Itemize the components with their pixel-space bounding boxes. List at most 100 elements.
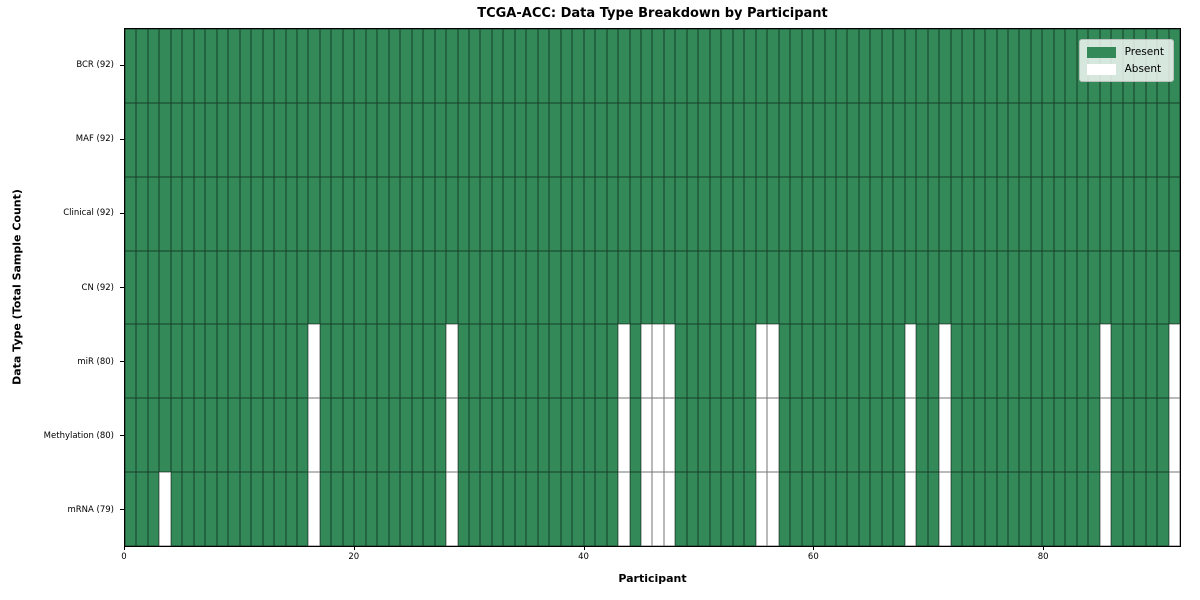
heatmap-cell (549, 29, 561, 103)
heatmap-cell (239, 324, 252, 399)
heatmap-cell (434, 29, 447, 103)
heatmap-cell (308, 29, 320, 103)
heatmap-cell (595, 176, 607, 251)
heatmap-cell (996, 176, 1008, 251)
heatmap-cell (675, 176, 687, 251)
heatmap-cell (251, 250, 263, 325)
heatmap-cell (1157, 176, 1169, 251)
heatmap-cell (354, 324, 366, 399)
heatmap-cell (641, 176, 653, 251)
heatmap-cell (1019, 102, 1031, 177)
heatmap-cell (297, 102, 309, 177)
heatmap-cell (801, 324, 814, 399)
heatmap-cell (365, 250, 378, 325)
heatmap-cell (572, 250, 584, 325)
heatmap-cell (1053, 176, 1066, 251)
heatmap-cell (1099, 250, 1112, 325)
heatmap-cell (526, 176, 538, 251)
heatmap-cell (1053, 472, 1066, 546)
heatmap-cell (858, 324, 871, 399)
heatmap-cell (308, 472, 320, 546)
heatmap-cell (801, 472, 814, 546)
y-tick-label: Clinical (92) (63, 208, 114, 219)
heatmap-cell (1168, 472, 1180, 546)
heatmap-cell (835, 324, 848, 399)
heatmap-cell (262, 176, 275, 251)
heatmap-cell (503, 176, 515, 251)
heatmap-cell (388, 176, 401, 251)
heatmap-cell (996, 324, 1008, 399)
heatmap-cell (824, 176, 836, 251)
heatmap-cell (423, 176, 435, 251)
heatmap-cell (709, 102, 722, 177)
heatmap-cell (205, 176, 217, 251)
heatmap-cell (686, 250, 699, 325)
heatmap-cell (1007, 176, 1020, 251)
heatmap-cell (297, 472, 309, 546)
heatmap-cell (916, 29, 928, 103)
heatmap-cell (835, 472, 848, 546)
heatmap-cell (927, 250, 940, 325)
heatmap-cell (526, 324, 538, 399)
heatmap-cell (526, 398, 538, 473)
heatmap-cell (962, 472, 974, 546)
heatmap-cell (1145, 102, 1158, 177)
heatmap-cell (744, 176, 756, 251)
heatmap-cell (881, 102, 894, 177)
heatmap-cell (446, 472, 458, 546)
heatmap-cell (1007, 398, 1020, 473)
heatmap-cell (469, 398, 481, 473)
heatmap-cell (457, 250, 470, 325)
heatmap-cell (641, 102, 653, 177)
heatmap-cell (239, 102, 252, 177)
heatmap-cell (847, 29, 859, 103)
heatmap-cell (434, 176, 447, 251)
heatmap-cell (663, 398, 676, 473)
heatmap-cell (457, 29, 470, 103)
heatmap-cell (1111, 176, 1123, 251)
heatmap-cell (549, 472, 561, 546)
heatmap-cell (675, 102, 687, 177)
heatmap-cell (962, 398, 974, 473)
heatmap-cell (457, 176, 470, 251)
heatmap-cell (434, 324, 447, 399)
heatmap-cell (125, 176, 137, 251)
heatmap-cell (858, 472, 871, 546)
heatmap-cell (400, 398, 412, 473)
heatmap-cell (1042, 176, 1054, 251)
heatmap-cell (663, 250, 676, 325)
heatmap-cell (365, 472, 378, 546)
heatmap-cell (1042, 398, 1054, 473)
heatmap-cell (1019, 472, 1031, 546)
heatmap-cell (606, 102, 619, 177)
heatmap-cell (927, 102, 940, 177)
heatmap-cell (491, 176, 504, 251)
heatmap-cell (239, 176, 252, 251)
heatmap-cell (537, 472, 550, 546)
heatmap-cell (629, 250, 642, 325)
legend-swatch-absent (1086, 63, 1116, 75)
heatmap-cell (537, 29, 550, 103)
heatmap-cell (170, 176, 183, 251)
heatmap-cell (973, 398, 986, 473)
heatmap-cell (870, 29, 882, 103)
heatmap-cell (996, 398, 1008, 473)
heatmap-cell (377, 472, 389, 546)
heatmap-cell (1007, 250, 1020, 325)
heatmap-cell (342, 398, 355, 473)
heatmap-cell (400, 102, 412, 177)
heatmap-cell (973, 102, 986, 177)
heatmap-cell (147, 29, 160, 103)
heatmap-cell (1065, 29, 1077, 103)
heatmap-cell (1122, 102, 1135, 177)
heatmap-cell (686, 324, 699, 399)
heatmap-cell (744, 398, 756, 473)
heatmap-cell (125, 398, 137, 473)
heatmap-cell (973, 250, 986, 325)
heatmap-cell (950, 29, 963, 103)
heatmap-cell (962, 250, 974, 325)
heatmap-cell (446, 398, 458, 473)
heatmap-cell (835, 29, 848, 103)
heatmap-cell (755, 398, 768, 473)
heatmap-cell (251, 176, 263, 251)
